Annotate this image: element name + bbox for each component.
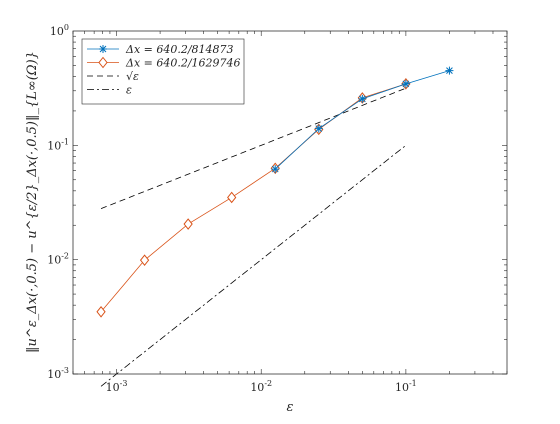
y-axis-label: ‖u^ε_Δx(·,0.5) − u^{ε/2}_Δx(·,0.5)‖_{L∞(… [25, 51, 40, 353]
legend-label-2: √ε [126, 70, 139, 83]
x-tick-label-1: 10-2 [250, 379, 272, 394]
data-point-s0-0 [271, 165, 280, 174]
series-line-1 [100, 83, 407, 313]
series-line-3 [100, 145, 407, 387]
x-tick-label-2: 10-1 [395, 379, 417, 394]
y-tick-label-1: 10-2 [47, 252, 69, 267]
y-tick-label-0: 10-3 [47, 366, 69, 381]
legend-label-3: ε [126, 84, 132, 97]
data-point-s1-2 [183, 218, 193, 230]
y-tick-label-3: 100 [50, 23, 69, 38]
legend-marker-1 [98, 56, 108, 69]
legend-label-0: Δx = 640.2/814873 [125, 43, 234, 56]
legend-label-1: Δx = 640.2/1629746 [125, 57, 241, 70]
plot-frame [72, 30, 508, 375]
tick-layer: 10-3 10-2 10-1 10-3 10-2 10-1 100 [47, 23, 508, 394]
y-tick-label-2: 10-1 [47, 137, 69, 152]
series-layer [96, 66, 454, 387]
data-point-s0-3 [401, 79, 410, 88]
legend-box [81, 38, 245, 105]
data-point-s0-4 [445, 66, 454, 75]
data-point-s1-1 [139, 254, 150, 266]
data-point-s1-3 [227, 191, 237, 204]
series-line-2 [100, 87, 407, 210]
data-point-s0-1 [314, 124, 323, 133]
data-point-s1-0 [96, 305, 106, 318]
legend-marker-0 [99, 45, 107, 53]
x-tick-label-0: 10-3 [106, 379, 128, 394]
x-axis-label: ε [287, 400, 294, 415]
data-point-s0-2 [358, 94, 367, 103]
